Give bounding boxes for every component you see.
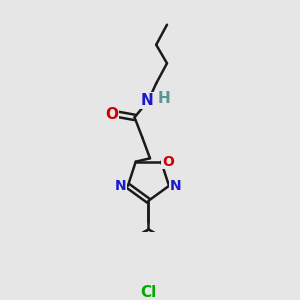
Text: O: O <box>105 107 118 122</box>
Text: Cl: Cl <box>140 285 157 300</box>
Text: N: N <box>170 179 182 193</box>
Text: N: N <box>115 179 127 193</box>
Text: H: H <box>158 91 170 106</box>
Text: O: O <box>162 155 174 169</box>
Text: N: N <box>140 93 153 108</box>
